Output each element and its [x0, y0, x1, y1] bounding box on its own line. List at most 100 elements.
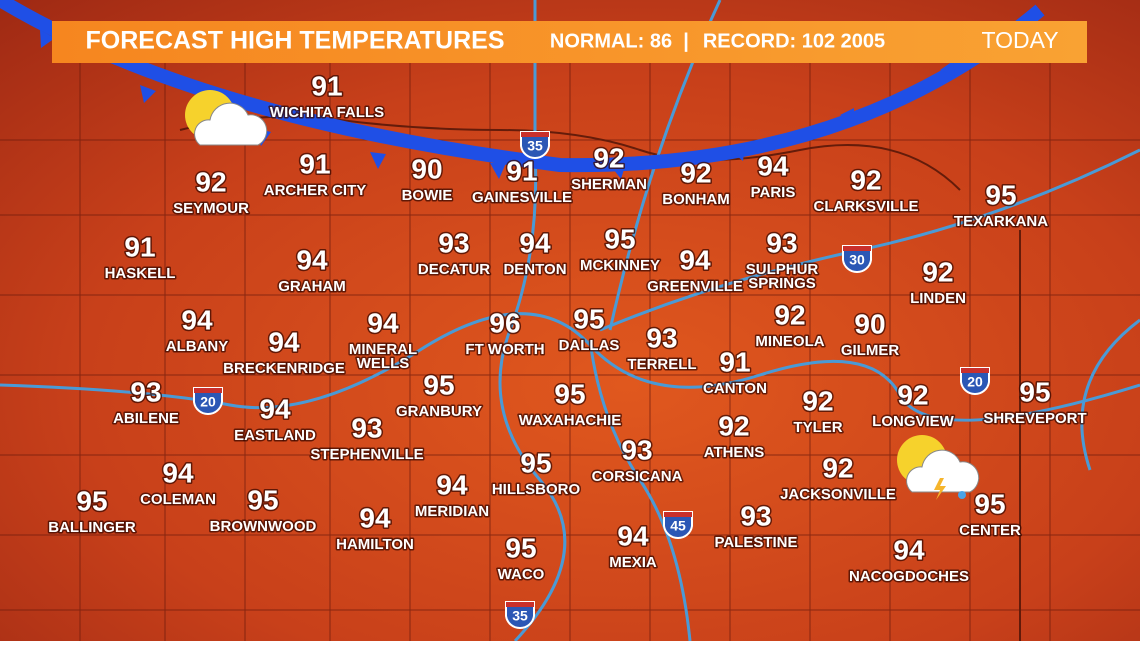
city-temp: 94 — [181, 304, 213, 335]
city-temp: 95 — [554, 378, 585, 409]
city-temp: 95 — [247, 484, 278, 515]
shield-top — [194, 388, 222, 393]
city-name: ATHENS — [704, 444, 765, 461]
city-name: MINEOLA — [755, 333, 824, 350]
city-temp: 93 — [766, 227, 797, 258]
shield-number: 20 — [967, 374, 983, 390]
city-name: GRAHAM — [278, 278, 346, 295]
city-temp: 95 — [573, 303, 604, 334]
city-temp: 94 — [757, 150, 789, 181]
city-name: PARIS — [751, 184, 796, 201]
city-temp: 94 — [268, 326, 300, 357]
city-name: MERIDIAN — [415, 503, 489, 520]
city-temp: 94 — [519, 227, 551, 258]
city-temp: 92 — [680, 157, 711, 188]
interstate-shield: 45 — [663, 511, 693, 540]
city-name: WAXAHACHIE — [519, 412, 622, 429]
city-name: BONHAM — [662, 191, 730, 208]
city-name: GAINESVILLE — [472, 189, 572, 206]
city-name: HAMILTON — [336, 536, 414, 553]
shield-number: 20 — [200, 394, 216, 410]
shield-shape — [663, 511, 693, 540]
city-temp: 92 — [774, 299, 805, 330]
city-name: HASKELL — [105, 265, 176, 282]
city-name: LINDEN — [910, 290, 966, 307]
city-temp: 94 — [679, 244, 711, 275]
city-temp: 90 — [854, 308, 885, 339]
city-temp: 94 — [893, 534, 925, 565]
shield-shape — [193, 387, 223, 416]
city-name: FT WORTH — [465, 341, 544, 358]
city-name: GRANBURY — [396, 403, 482, 420]
city-temp: 92 — [850, 164, 881, 195]
city-temp: 92 — [897, 379, 928, 410]
city-name: SHREVEPORT — [983, 410, 1086, 427]
city-temp: 91 — [719, 346, 750, 377]
city-name: CANTON — [703, 380, 767, 397]
city-temp: 91 — [506, 155, 537, 186]
city-name: GREENVILLE — [647, 278, 743, 295]
city-name: DECATUR — [418, 261, 490, 278]
shield-number: 45 — [670, 518, 686, 534]
city-name: CORSICANA — [592, 468, 683, 485]
separator: | — [683, 30, 689, 52]
city-temp: 92 — [718, 410, 749, 441]
city-temp: 92 — [822, 452, 853, 483]
interstate-shield: 35 — [520, 131, 550, 160]
city-temp: 95 — [985, 179, 1016, 210]
city-name: TEXARKANA — [954, 213, 1048, 230]
record: RECORD: 102 2005 — [703, 30, 885, 52]
shield-top — [506, 602, 534, 607]
city-name: WACO — [498, 566, 545, 583]
city-temp: 95 — [1019, 376, 1050, 407]
city-temp: 94 — [617, 520, 649, 551]
city-name: JACKSONVILLE — [780, 486, 896, 503]
city-name: CENTER — [959, 522, 1021, 539]
city-temp: 96 — [489, 307, 520, 338]
city-name: ABILENE — [113, 410, 179, 427]
city-name: BROWNWOOD — [210, 518, 317, 535]
city-temp: 94 — [259, 393, 291, 424]
city-name: ALBANY — [166, 338, 229, 355]
city-name: MEXIA — [609, 554, 657, 571]
city-name: GILMER — [841, 342, 899, 359]
city-temp: 95 — [974, 488, 1005, 519]
city-temp: 94 — [359, 502, 391, 533]
city-name: LONGVIEW — [872, 413, 955, 430]
city-name: TERRELL — [627, 356, 696, 373]
city-temp: 94 — [367, 307, 399, 338]
city-name: TYLER — [793, 419, 842, 436]
city-name: DALLAS — [559, 337, 620, 354]
shield-top — [521, 132, 549, 137]
city-temp: 91 — [124, 231, 155, 262]
header-bar — [52, 21, 1087, 63]
shield-top — [961, 368, 989, 373]
city-name: SHERMAN — [571, 176, 647, 193]
city-name: STEPHENVILLE — [310, 446, 423, 463]
city-temp: 94 — [296, 244, 328, 275]
city-name: WICHITA FALLS — [270, 104, 384, 121]
city-temp: 91 — [311, 70, 342, 101]
city-name: SEYMOUR — [173, 200, 249, 217]
city-name: COLEMAN — [140, 491, 216, 508]
city-name: CLARKSVILLE — [814, 198, 919, 215]
shield-shape — [505, 601, 535, 630]
shield-shape — [520, 131, 550, 160]
interstate-shield: 35 — [505, 601, 535, 630]
shield-number: 30 — [849, 252, 865, 268]
city-temp: 95 — [423, 369, 454, 400]
city-temp: 92 — [922, 256, 953, 287]
city-temp: 92 — [802, 385, 833, 416]
cold-front — [0, 0, 1045, 173]
shield-top — [664, 512, 692, 517]
shield-top — [843, 246, 871, 251]
city-name: ARCHER CITY — [264, 182, 367, 199]
shield-shape — [960, 367, 990, 396]
city-temp: 93 — [646, 322, 677, 353]
city-name: MINERAL — [349, 341, 417, 358]
city-name: SPRINGS — [748, 275, 816, 292]
city-name: SULPHUR — [746, 261, 819, 278]
city-name: EASTLAND — [234, 427, 316, 444]
day: TODAY — [981, 27, 1058, 53]
interstate-shield: 20 — [193, 387, 223, 416]
